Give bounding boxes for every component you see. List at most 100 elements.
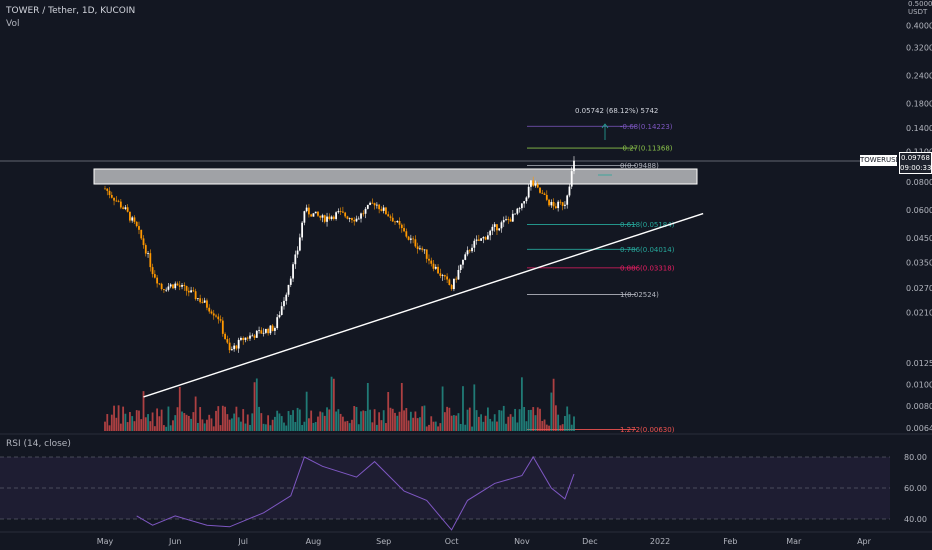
candle-body [550,201,553,206]
resistance-zone[interactable] [93,168,698,185]
candle-body [301,222,304,238]
volume-bar [432,421,435,431]
measure-label: 0.05742 (68.12%) 5742 [575,107,658,115]
volume-bar [398,411,401,431]
volume-bar [262,423,265,431]
candle-body [375,204,378,206]
candle-body [317,211,319,216]
candle-body [364,208,367,214]
candle-body [475,239,478,241]
volume-bar [332,378,335,431]
candle-body [212,313,215,316]
volume-bar [292,410,294,431]
volume-bar [221,405,224,431]
volume-bar [559,425,562,431]
volume-bar [496,421,498,431]
candle-body [165,289,168,291]
volume-bar [242,409,245,431]
volume-bar [153,426,156,431]
candle-body [249,335,251,339]
volume-bar [260,413,263,431]
price-tag: 0.09768 09:00:33 [899,152,932,174]
volume-bar [434,421,437,431]
candle-body [509,219,512,222]
volume-bar [185,414,188,431]
candle-body [210,311,213,314]
symbol-tag: TOWERUSDT [860,155,906,166]
volume-bar [192,412,195,431]
candle-body [423,249,426,251]
volume-bar [283,422,285,431]
fib-level-label: 0.886(0.03318) [620,264,675,272]
volume-bar [308,418,310,431]
candle-body [135,221,138,227]
volume-bar [133,421,136,431]
volume-bar [339,413,342,431]
volume-bar [287,411,290,431]
volume-bar [382,410,385,431]
candle-body [183,285,186,286]
volume-bar [554,405,557,431]
volume-bar [296,407,299,431]
candle-body [459,264,462,270]
volume-bar [412,417,415,431]
support-trendline[interactable] [143,212,704,398]
candle-body [160,283,163,290]
time-axis-label: Oct [445,537,459,546]
volume-bar [233,413,236,431]
candle-body [473,240,476,248]
candle-body [264,328,267,333]
candle-body [237,339,240,349]
volume-bar [124,413,127,431]
fib-level-label: 1(0.02524) [620,291,659,299]
candle-body [498,228,501,231]
candle-body [122,207,125,209]
volume-bar [203,423,206,431]
volume-bar [285,425,288,431]
volume-bar [244,423,247,431]
candle-body [466,250,469,255]
volume-bar [217,406,220,431]
time-axis[interactable]: May Jun Jul Aug Sep Oct Nov Dec 2022 Feb Mar Apr [97,537,872,546]
candle-body [502,220,505,223]
volume-bar [477,416,480,431]
candle-body [255,330,258,338]
volume-bar [500,410,503,431]
time-axis-label: 2022 [650,537,670,546]
time-axis-label: Jun [168,537,182,546]
candle-body [271,325,274,331]
candle-body [477,239,480,241]
volume-bar [126,422,129,431]
rsi-axis-label: 60.00 [904,484,927,493]
volume-bar [491,421,494,431]
candle-body [108,190,111,195]
candle-body [131,217,134,221]
candle-body [514,213,516,215]
rsi-axis[interactable]: 80.00 60.00 40.00 [904,453,927,524]
candle-body [357,218,360,220]
volume-bar [539,408,541,431]
candle-body [530,180,532,187]
volume-bar [271,419,274,431]
candle-body [224,333,226,340]
volume-bar [317,416,319,431]
volume-bar [326,407,328,431]
volume-bar [337,409,340,431]
candle-body [468,250,471,252]
volume-bar [249,424,251,431]
volume-bar [466,409,469,431]
candle-body [360,213,362,219]
candle-body [221,320,224,334]
candle-body [190,290,192,293]
volume-bar [482,421,485,431]
candle-body [387,214,390,217]
candle-body [552,201,555,207]
